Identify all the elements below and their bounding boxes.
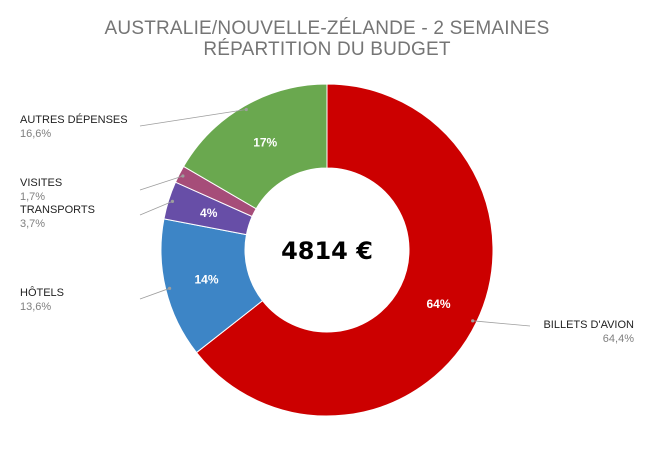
slice-name-label: BILLETS D'AVION	[543, 319, 634, 331]
slice-percent-label: 14%	[195, 272, 219, 286]
slice-name-label: VISITES	[20, 177, 62, 189]
slice-name-label: HÔTELS	[20, 286, 64, 299]
slice-value-label: 64,4%	[603, 333, 634, 345]
leader-line	[139, 175, 184, 191]
slice-value-label: 16,6%	[20, 128, 51, 140]
slice-percent-label: 17%	[253, 135, 277, 149]
leader-line	[139, 109, 247, 127]
slice-name-label: TRANSPORTS	[20, 204, 95, 216]
leader-line	[139, 201, 173, 216]
slice-value-label: 1,7%	[20, 191, 45, 203]
slice-percent-label: 4%	[200, 206, 218, 220]
slice-percent-label: 64%	[427, 297, 451, 311]
chart-title: AUSTRALIE/NOUVELLE-ZÉLANDE - 2 SEMAINES	[104, 18, 550, 39]
leader-dot	[181, 174, 185, 178]
donut-slice	[182, 83, 328, 210]
chart-subtitle: RÉPARTITION DU BUDGET	[203, 39, 451, 60]
slice-name-label: AUTRES DÉPENSES	[20, 113, 128, 126]
donut-slice	[195, 83, 494, 417]
leader-line	[139, 287, 170, 300]
slice-value-label: 13,6%	[20, 301, 51, 313]
donut-center-total: 4814 €	[281, 237, 373, 265]
slice-value-label: 3,7%	[20, 218, 45, 230]
leader-line	[472, 320, 531, 327]
